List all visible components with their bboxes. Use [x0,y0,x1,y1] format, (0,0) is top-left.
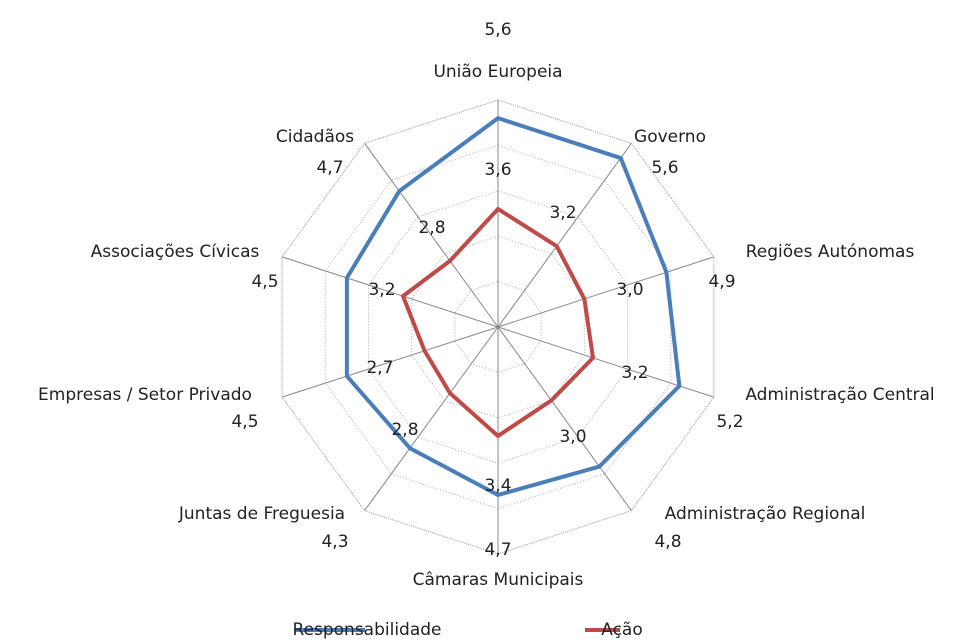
data-label: 2,7 [366,358,393,378]
category-label: Governo [634,127,706,147]
data-label: 3,2 [368,280,395,300]
data-label: 3,0 [559,427,586,447]
spoke [281,326,499,398]
spoke [497,143,632,328]
data-label: 5,6 [484,20,511,40]
data-label: 4,7 [316,158,343,178]
data-label: 3,6 [484,160,511,180]
category-label: Empresas / Setor Privado [38,385,252,405]
category-label: Administração Regional [665,504,866,524]
data-label: 3,0 [616,280,643,300]
grid-ring [411,235,585,419]
data-label: 5,2 [716,412,743,432]
series-line [401,206,595,438]
data-label: 2,8 [418,218,445,238]
spoke [364,326,499,511]
spoke [281,256,499,328]
category-label: Juntas de Freguesia [178,504,345,524]
data-label: 3,4 [484,476,511,496]
data-label: 5,6 [651,158,678,178]
category-label: União Europeia [433,62,562,82]
category-label: Cidadãos [276,127,354,147]
category-label: Associações Cívicas [91,242,260,262]
data-label: 4,3 [321,532,348,552]
legend-label: Ação [601,620,643,640]
spoke [364,143,499,328]
data-label: 4,5 [251,272,278,292]
legend-label: Responsabilidade [292,620,441,640]
data-label: 4,5 [231,412,258,432]
data-label: 4,8 [654,532,681,552]
spoke [497,326,632,511]
category-label: Câmaras Municipais [413,570,584,590]
data-label: 3,2 [549,203,576,223]
data-label: 2,8 [391,420,418,440]
data-label: 4,7 [484,540,511,560]
series-line [344,116,682,497]
category-label: Administração Central [745,385,934,405]
data-label: 4,9 [708,272,735,292]
spoke [497,326,715,398]
data-label: 3,2 [621,363,648,383]
category-label: Regiões Autónomas [746,242,915,262]
spoke [497,256,715,328]
